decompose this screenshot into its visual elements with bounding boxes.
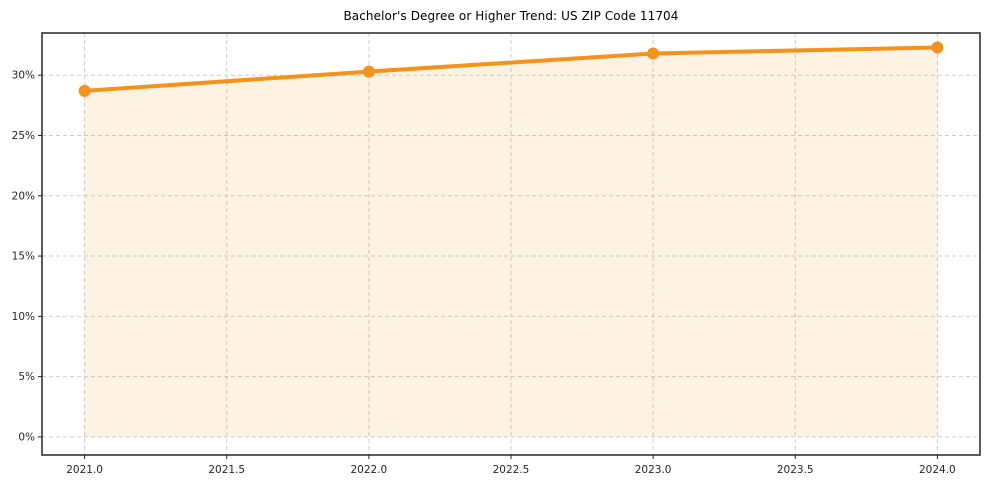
chart-title: Bachelor's Degree or Higher Trend: US ZI… xyxy=(343,9,679,23)
y-tick-label: 5% xyxy=(18,371,35,383)
trend-line xyxy=(82,45,940,93)
x-tick-label: 2023.0 xyxy=(635,464,672,476)
x-tick-label: 2022.0 xyxy=(351,464,388,476)
x-tick-label: 2023.5 xyxy=(777,464,814,476)
data-point-marker xyxy=(362,65,375,78)
y-tick-label: 10% xyxy=(12,311,35,323)
x-tick-label: 2021.5 xyxy=(208,464,245,476)
data-point-marker xyxy=(931,41,944,54)
data-point-marker xyxy=(647,47,660,60)
x-tick-label: 2024.0 xyxy=(919,464,956,476)
y-tick-label: 20% xyxy=(12,190,35,202)
x-tick-label: 2022.5 xyxy=(493,464,530,476)
data-point-marker xyxy=(78,84,91,97)
y-tick-label: 25% xyxy=(12,130,35,142)
y-tick-label: 15% xyxy=(12,251,35,263)
y-tick-label: 0% xyxy=(18,431,35,443)
y-tick-label: 30% xyxy=(12,70,35,82)
area-fill xyxy=(84,47,938,437)
x-tick-label: 2021.0 xyxy=(66,464,103,476)
